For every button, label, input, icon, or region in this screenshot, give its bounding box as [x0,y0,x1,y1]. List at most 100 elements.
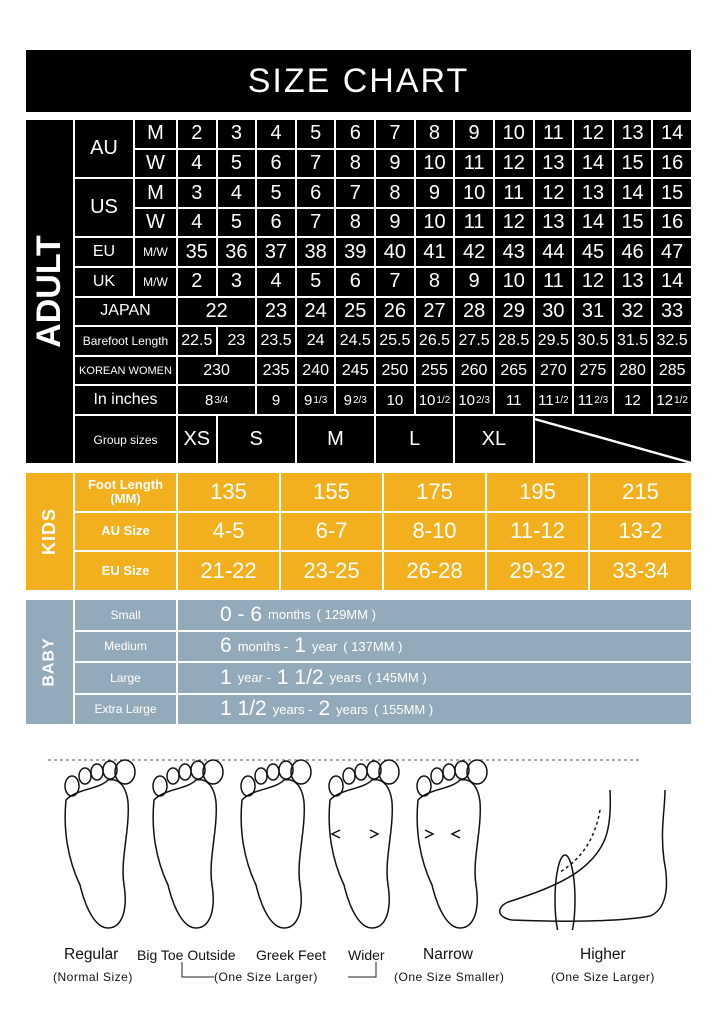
baby-row-label: Extra Large [75,694,176,724]
size-cell: 14 [613,179,652,207]
size-cell: S [217,416,295,463]
size-cell: 3 [178,179,216,207]
adult-size-table: ADULT AU M 2 3 4 5 6 7 8 9 10 11 12 13 14 W 4 5 6 7 8 9 10 11 12 1… [26,120,691,463]
age-text: ( 155MM ) [373,701,434,717]
size-cell: M [296,416,375,463]
size-cell: 28 [455,297,493,326]
row-sub-label: M [135,120,176,148]
age-text: months - [237,638,289,654]
size-cell: 23.5 [257,327,295,355]
size-cell: 30 [534,297,573,326]
size-cell: 11 [494,386,533,415]
fraction: 2/3 [476,394,490,406]
age-text: months [268,607,311,623]
kids-label-text: KIDS [39,507,60,556]
size-cell: 235 [257,356,295,385]
row-sub-label: M/W [135,268,176,296]
size-cell: 11 [494,179,533,207]
size-cell: 11 [455,149,493,178]
baby-size-table: BABY Small 0 - 6 months ( 129MM ) Medium 6 mont… [26,600,691,724]
age-text: 1 1/2 [276,665,324,689]
row-sub-label: W [135,208,176,237]
size-cell: 33 [653,297,691,326]
wider-foot-icon [328,759,400,929]
size-cell: 31.5 [613,327,652,355]
size-cell: 13 [534,208,573,237]
age-text: ( 145MM ) [367,670,427,686]
size-cell: 10 [494,268,533,296]
size-cell: 8 [336,208,375,237]
age-text: 6 [220,634,232,658]
size-cell: 8 [376,179,414,207]
narrow-foot-icon [416,759,488,929]
size-cell: 265 [494,356,533,385]
size-cell: 7 [376,268,414,296]
page-title: SIZE CHART [26,50,691,112]
size-cell: 11 2/3 [574,386,612,415]
row-label: JAPAN [75,297,176,326]
kids-size-cell: 11-12 [487,512,588,551]
size-cell: 9 1/3 [296,386,335,415]
size-cell: 260 [455,356,493,385]
bracket-line [181,962,377,978]
size-cell: 37 [257,238,295,267]
size-cell: 2 [178,268,216,296]
size-cell: 10 [455,179,493,207]
size-cell: 28.5 [494,327,533,355]
age-text: 1 [294,634,306,658]
size-cell: 12 [613,386,652,415]
kids-size-cell: 215 [590,473,691,511]
size-cell: XS [178,416,216,463]
size-cell: 23 [217,327,256,355]
size-cell: 14 [574,208,612,237]
size-cell: 4 [178,208,216,237]
adult-label: ADULT [26,120,73,463]
size-cell: L [376,416,454,463]
size-cell: 42 [455,238,493,267]
size-cell: 36 [217,238,256,267]
row-sub-label: W [135,149,176,178]
fraction: 2/3 [352,394,367,406]
size-cell [534,416,691,463]
note-one-size-smaller: (One Size Smaller) [394,970,505,984]
size-cell: 13 [534,149,573,178]
age-text: ( 137MM ) [343,638,403,654]
size-cell: 29.5 [534,327,573,355]
size-cell: 13 [574,179,612,207]
fraction: 1/2 [436,394,451,406]
age-text: year [311,638,338,654]
size-cell: 5 [217,149,256,178]
size-cell: 5 [296,268,335,296]
size-cell: 29 [494,297,533,326]
size-cell: 14 [653,268,691,296]
size-cell: 44 [534,238,573,267]
kids-size-cell: 23-25 [281,552,382,590]
age-text: year - [237,670,271,686]
size-cell: 31 [574,297,612,326]
kids-size-cell: 155 [281,473,382,511]
foot-type-wider: Wider [348,947,385,963]
size-cell: 285 [653,356,691,385]
size-cell: 255 [415,356,454,385]
size-cell: 12 [574,120,612,148]
baby-age-range: 1 year - 1 1/2 years ( 145MM ) [178,663,691,693]
size-cell: 25.5 [376,327,414,355]
age-text: years [329,670,362,686]
size-cell: 11 [455,208,493,237]
foot-type-big-toe-outside: Big Toe Outside [137,947,236,963]
size-cell: 24 [296,297,335,326]
kids-label: KIDS [26,473,73,590]
size-cell: 8 [415,268,454,296]
size-cell: 43 [494,238,533,267]
size-cell: 9 [376,208,414,237]
size-cell: 230 [178,356,256,385]
size-cell: 8 3/4 [178,386,256,415]
kids-size-cell: 33-34 [590,552,691,590]
kids-size-cell: 26-28 [384,552,485,590]
size-cell: 12 [494,149,533,178]
size-cell: 8 [336,149,375,178]
size-cell: 15 [613,149,652,178]
size-cell: 30.5 [574,327,612,355]
size-cell: 22.5 [178,327,216,355]
row-label: Group sizes [75,416,176,463]
